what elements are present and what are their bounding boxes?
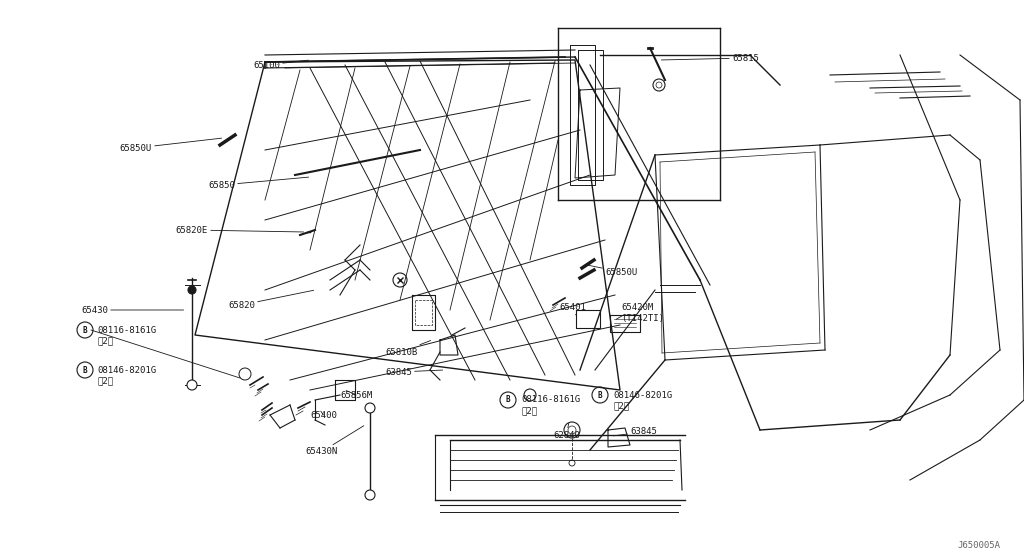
Text: 63845: 63845 <box>613 427 656 436</box>
Text: B: B <box>83 325 87 334</box>
Text: B: B <box>83 366 87 375</box>
Text: 65430N: 65430N <box>305 426 364 456</box>
Text: 65850: 65850 <box>208 177 308 189</box>
Text: B: B <box>506 395 510 404</box>
Text: 65810B: 65810B <box>385 340 431 357</box>
Text: B: B <box>598 390 602 399</box>
Text: 65420M: 65420M <box>616 302 653 319</box>
Circle shape <box>365 403 375 413</box>
Text: 63845: 63845 <box>385 367 442 376</box>
Text: 65430: 65430 <box>81 306 183 315</box>
Text: 08116-8161G: 08116-8161G <box>97 325 156 334</box>
Text: (TI42TI): (TI42TI) <box>621 314 664 323</box>
Text: 65850U: 65850U <box>589 265 637 277</box>
Text: 65820E: 65820E <box>176 226 303 235</box>
Text: 65820: 65820 <box>228 290 313 310</box>
Text: 65100: 65100 <box>253 60 308 69</box>
Circle shape <box>365 490 375 500</box>
Text: 65401: 65401 <box>559 302 586 315</box>
Circle shape <box>188 286 196 294</box>
Text: J650005A: J650005A <box>957 540 1000 549</box>
Text: 65400: 65400 <box>310 410 337 419</box>
Text: 08146-8201G: 08146-8201G <box>613 390 672 399</box>
Text: 08146-8201G: 08146-8201G <box>97 366 156 375</box>
Text: 65850U: 65850U <box>120 138 221 152</box>
Text: （2）: （2） <box>97 337 113 346</box>
Text: （2）: （2） <box>613 402 629 410</box>
Text: 65815: 65815 <box>662 54 759 63</box>
Text: 08116-8161G: 08116-8161G <box>521 395 581 404</box>
Circle shape <box>187 380 197 390</box>
Text: （2）: （2） <box>97 376 113 385</box>
Text: 62840: 62840 <box>553 423 580 440</box>
Text: 65856M: 65856M <box>340 390 373 399</box>
Text: （2）: （2） <box>521 407 538 416</box>
